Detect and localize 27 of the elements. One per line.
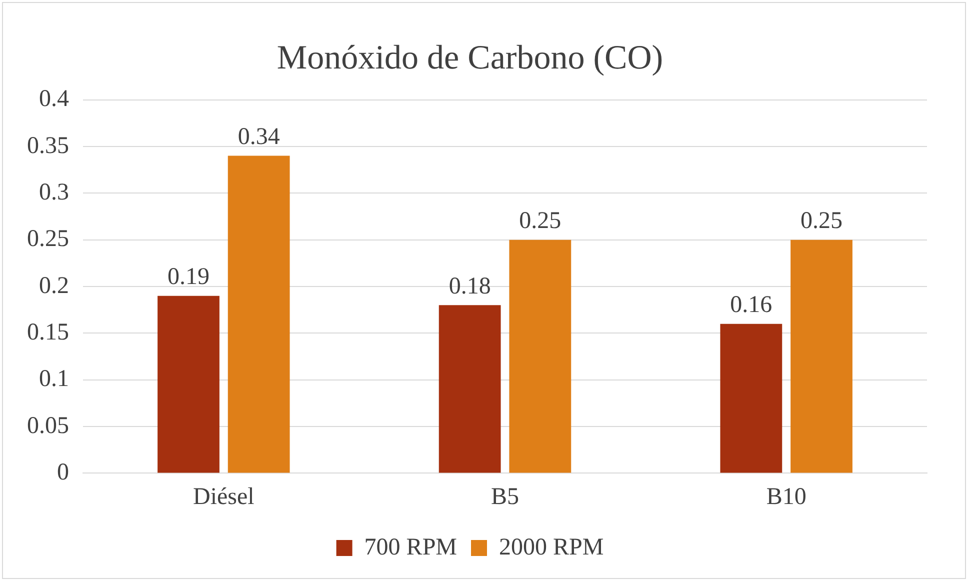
bar xyxy=(720,324,782,473)
y-tick-label: 0.25 xyxy=(27,226,69,252)
y-tick-label: 0.05 xyxy=(27,412,69,439)
x-tick-label: B10 xyxy=(766,484,806,510)
data-label: 0.18 xyxy=(448,273,491,300)
data-label: 0.25 xyxy=(800,208,842,234)
bar xyxy=(790,240,852,473)
bar xyxy=(438,305,501,473)
x-tick-label: B5 xyxy=(490,484,520,510)
y-tick-label: 0.15 xyxy=(27,319,69,346)
legend-label: 2000 RPM xyxy=(499,534,604,560)
y-tick-label: 0.1 xyxy=(39,366,69,392)
bar xyxy=(509,240,572,473)
x-tick-label: Diésel xyxy=(193,484,255,510)
y-tick-label: 0.3 xyxy=(39,179,69,206)
y-tick-label: 0.4 xyxy=(39,86,69,112)
data-label: 0.25 xyxy=(519,208,562,234)
y-tick-label: 0.35 xyxy=(27,132,69,159)
bar xyxy=(228,156,290,473)
y-tick-label: 0 xyxy=(57,459,69,486)
data-label: 0.16 xyxy=(730,292,772,318)
y-tick-label: 0.2 xyxy=(39,272,69,299)
data-label: 0.19 xyxy=(168,264,210,290)
legend-label: 700 RPM xyxy=(364,534,458,560)
chart-title: Monóxido de Carbono (CO) xyxy=(276,39,664,76)
bar xyxy=(158,296,220,473)
data-label: 0.34 xyxy=(238,124,280,150)
